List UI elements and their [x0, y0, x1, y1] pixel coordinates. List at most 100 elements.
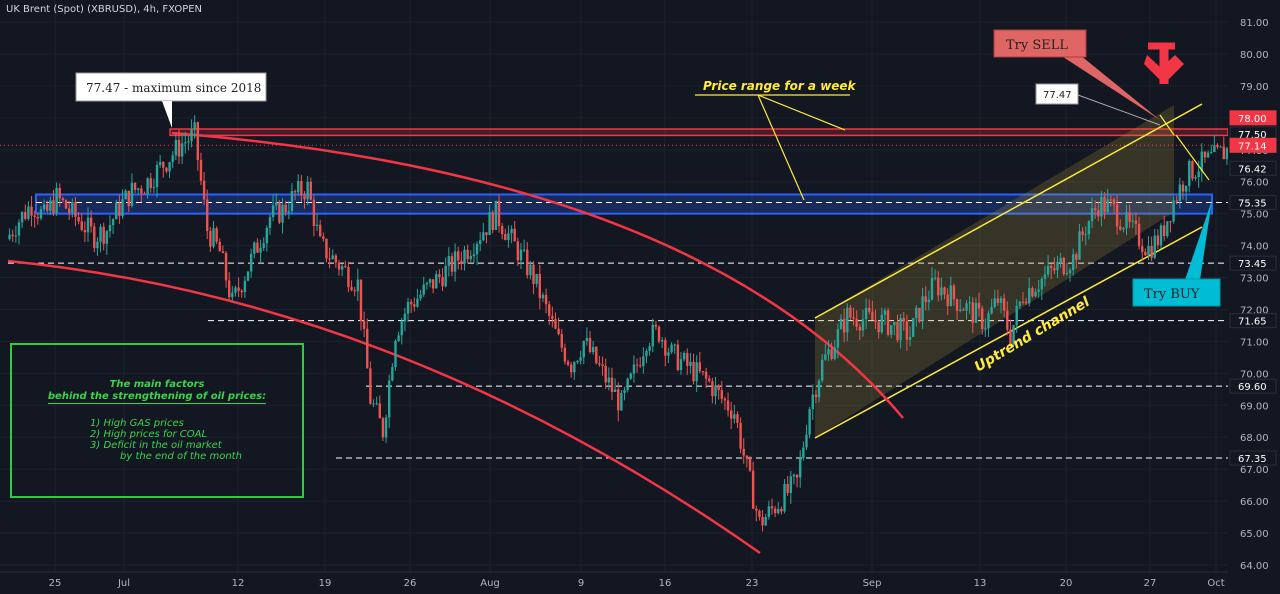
candle-body	[595, 346, 598, 364]
candle-body	[293, 191, 297, 193]
candle-body	[1194, 177, 1197, 179]
candle-body	[946, 294, 949, 306]
candle-body	[453, 251, 457, 272]
candle-body	[695, 362, 698, 382]
candle-body	[431, 279, 435, 289]
candle-body	[1137, 223, 1141, 247]
candle-body	[620, 392, 623, 411]
candle-body	[679, 359, 683, 371]
candle-body	[783, 484, 786, 512]
factor-item: 2) High prices for COAL	[90, 429, 208, 440]
candle-body	[394, 340, 397, 368]
candle-body	[262, 243, 265, 248]
candle-body	[237, 287, 240, 291]
candle-body	[896, 322, 899, 341]
candle-body	[698, 362, 702, 372]
candle-body	[199, 159, 203, 181]
price-label-bg	[1229, 313, 1277, 329]
annotation-arrows	[757, 42, 1210, 201]
candle-body	[996, 298, 1000, 303]
candle-body	[1150, 245, 1153, 258]
candle-body	[911, 318, 915, 337]
candle-body	[64, 200, 68, 209]
candle-body	[927, 299, 931, 303]
zones	[35, 128, 1229, 215]
sell-box	[993, 29, 1087, 58]
x-tick-label: 9	[578, 578, 584, 589]
x-tick-label: 20	[1060, 578, 1073, 589]
candle-body	[1172, 200, 1175, 222]
candle-body	[246, 271, 250, 281]
candle-body	[780, 508, 783, 512]
candle-body	[717, 385, 720, 391]
candle-body	[1178, 184, 1182, 201]
candle-body	[337, 262, 341, 270]
candle-body	[234, 287, 237, 293]
candle-body	[419, 294, 422, 299]
candle-body	[30, 206, 33, 216]
candle-body	[1144, 251, 1147, 256]
candle-body	[137, 188, 140, 190]
x-axis: 25 Jul 12 19 26 Aug 9 16 23 Sep 13 20 27 Oct	[0, 571, 1280, 594]
candle-body	[535, 274, 538, 284]
candle-body	[1103, 197, 1106, 213]
candle-body	[497, 200, 501, 226]
candle-body	[965, 303, 968, 311]
candle-body	[152, 187, 156, 189]
candle-body	[1119, 226, 1122, 230]
candle-body	[127, 190, 130, 206]
candle-body	[820, 359, 824, 381]
candle-body	[805, 434, 808, 448]
candle-body	[1065, 273, 1069, 275]
candle-body	[46, 204, 49, 211]
candle-body	[1219, 146, 1222, 148]
candle-body	[1159, 225, 1163, 246]
candle-body	[1081, 231, 1084, 235]
candle-body	[1037, 289, 1040, 292]
candle-body	[657, 326, 661, 342]
candle-body	[89, 217, 93, 227]
candle-body	[93, 226, 96, 249]
candle-body	[450, 256, 454, 272]
candle-body	[356, 279, 360, 292]
x-tick-label: 19	[319, 578, 332, 589]
candle-body	[836, 328, 840, 348]
candle-body	[940, 287, 943, 296]
candle-body	[554, 319, 557, 329]
candle-body	[921, 296, 924, 322]
price-label-bg	[1229, 110, 1277, 126]
y-tick-label: 71.00	[1240, 337, 1269, 348]
candle-body	[259, 247, 262, 253]
candle-body	[322, 236, 325, 239]
candle-body	[406, 301, 410, 314]
candle-body	[268, 217, 272, 228]
candle-body	[808, 409, 811, 435]
candle-body	[1100, 197, 1103, 217]
candle-body	[723, 398, 727, 401]
support-zone	[35, 193, 1213, 215]
candle-body	[551, 315, 554, 320]
candle-body	[1225, 148, 1229, 160]
candle-body	[140, 188, 143, 194]
y-axis: 64.00 65.00 66.00 67.00 68.00 69.00 70.00 71.00…	[1228, 0, 1280, 594]
x-tick-label: Jul	[117, 578, 130, 589]
candle-body	[799, 458, 802, 478]
candle-body	[171, 155, 174, 163]
candle-body	[209, 231, 212, 247]
x-tick-label: 13	[974, 578, 987, 589]
price-label-bg	[1229, 194, 1277, 210]
candle-body	[1056, 262, 1059, 271]
candle-body	[500, 225, 504, 235]
x-tick-label: 26	[404, 578, 417, 589]
candle-body	[472, 254, 476, 257]
candle-body	[1213, 145, 1216, 153]
candle-body	[118, 202, 121, 217]
candle-body	[86, 217, 90, 233]
candle-body	[971, 302, 974, 323]
candle-body	[689, 361, 692, 366]
candle-body	[607, 377, 611, 383]
x-tick-label: Aug	[480, 578, 500, 589]
x-tick-label: 12	[232, 578, 245, 589]
price-label-bg	[1229, 255, 1277, 271]
